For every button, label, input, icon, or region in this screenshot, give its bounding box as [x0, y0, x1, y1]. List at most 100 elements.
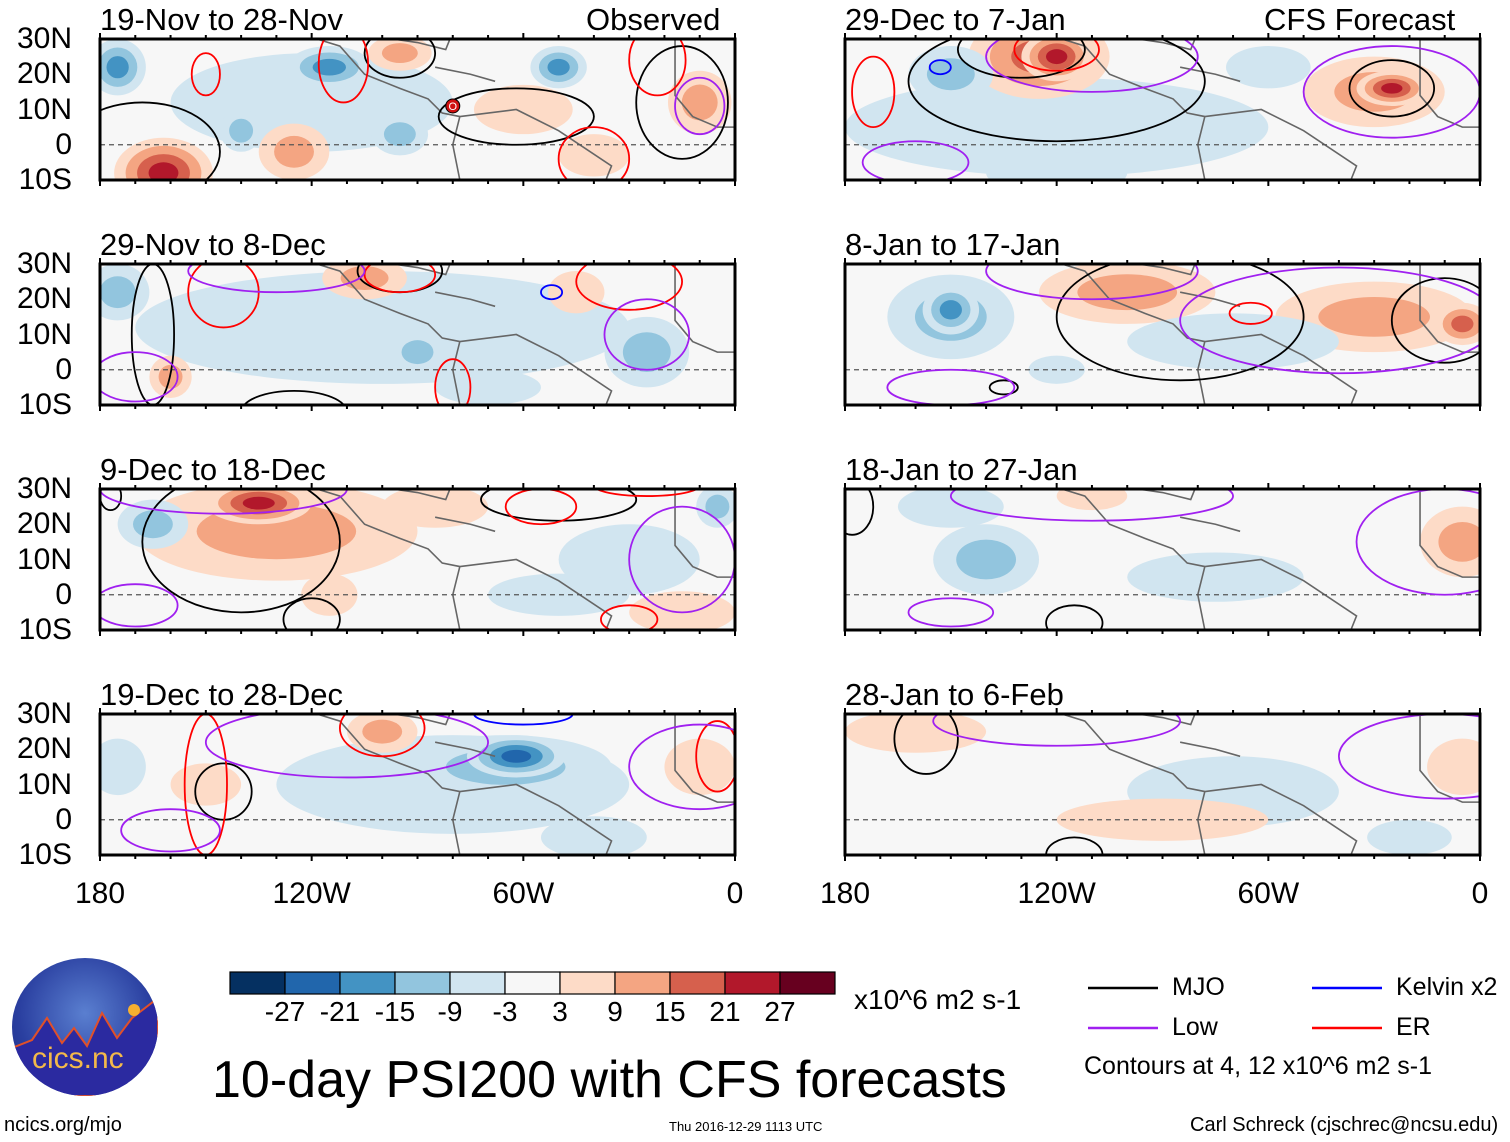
low-contour [674, 76, 726, 136]
colorbar-label: 27 [764, 996, 796, 1027]
anomaly-shading [170, 763, 242, 806]
anomaly-shading [473, 84, 573, 135]
mjo-contour [907, 39, 1206, 143]
lat-label: 30N [16, 247, 72, 280]
legend-label: ER [1396, 1013, 1431, 1041]
er-contour [695, 720, 735, 793]
anomaly-shading [1427, 738, 1480, 796]
anomaly-shading [1367, 819, 1452, 855]
anomaly-shading [986, 151, 1128, 180]
storm-label: O [448, 101, 457, 113]
lat-label: 0 [55, 127, 72, 161]
low-contour [120, 808, 221, 853]
low-contour [932, 714, 1182, 747]
map-panel [845, 264, 1480, 405]
anomaly-shading [1046, 49, 1068, 65]
map-panel [100, 489, 735, 630]
anomaly-shading [229, 118, 254, 143]
anomaly-shading [488, 573, 630, 616]
er-contour [851, 55, 896, 129]
lon-label: 180 [74, 877, 126, 910]
colorbar-swatch [724, 971, 781, 995]
lat-label: 0 [55, 577, 72, 611]
low-contour [204, 714, 489, 779]
colorbar-swatch [559, 971, 616, 995]
mjo-contour [1348, 59, 1436, 118]
anomaly-shading [548, 271, 605, 314]
lat-label: 10N [16, 542, 72, 576]
mjo-contour [957, 39, 1086, 79]
er-contour [575, 264, 683, 311]
coastline [314, 264, 735, 405]
mjo-contour [100, 101, 221, 180]
anomaly-shading [939, 300, 962, 320]
map-panel [845, 489, 1480, 630]
site-link[interactable]: ncics.org/mjo [4, 1114, 122, 1136]
mjo-contour [845, 489, 875, 536]
anomaly-shading [1056, 489, 1128, 511]
low-contour [886, 368, 1016, 405]
anomaly-shading [1226, 46, 1311, 89]
anomaly-shading [681, 84, 718, 121]
er-contour [339, 714, 426, 758]
er-contour [595, 489, 699, 497]
colorbar-swatch [284, 971, 341, 995]
colorbar-swatch [394, 971, 451, 995]
lat-label: 10S [18, 838, 72, 871]
coastline [1059, 714, 1480, 855]
low-contour [100, 351, 179, 403]
panel-title: 29-Nov to 8-Dec [100, 227, 326, 262]
er-contour [628, 39, 687, 97]
lat-label: 10N [16, 92, 72, 126]
panel-title: 9-Dec to 18-Dec [100, 452, 326, 487]
colorbar-label: -27 [264, 996, 306, 1027]
anomaly-shading [100, 276, 136, 309]
coastline [314, 714, 735, 855]
map-panel [100, 714, 735, 855]
er-contour [600, 604, 659, 630]
panel-title: 29-Dec to 7-Jan [845, 2, 1066, 37]
colorbar-swatch [779, 971, 836, 995]
low-contour [100, 583, 179, 628]
colorbar-units: x10^6 m2 s-1 [854, 984, 1022, 1015]
colorbar-label: -15 [374, 996, 416, 1027]
mjo-contour [141, 489, 341, 614]
legend-label: MJO [1172, 973, 1225, 1001]
er-contour [434, 358, 472, 405]
anomaly-shading [312, 58, 346, 76]
low-contour [628, 723, 735, 811]
map-panel [100, 264, 735, 405]
kelvin-contour [540, 284, 564, 301]
colorbar-label: 21 [709, 996, 741, 1027]
low-contour [949, 489, 1234, 522]
low-contour [187, 264, 366, 294]
anomaly-shading [148, 162, 179, 180]
anomaly-shading [1077, 274, 1178, 311]
anomaly-shading [242, 496, 275, 510]
mjo-contour [1055, 264, 1305, 382]
mjo-contour [1390, 277, 1480, 364]
anomaly-shading [547, 58, 570, 76]
map-panel [845, 39, 1480, 180]
lat-label: 0 [55, 352, 72, 386]
colorbar-label: 9 [607, 996, 623, 1027]
coastline [1059, 489, 1480, 630]
anomaly-shading [1438, 521, 1480, 562]
mjo-contour [893, 714, 959, 775]
forecast-label: CFS Forecast [1264, 2, 1456, 37]
lat-label: 20N [16, 282, 72, 316]
anomaly-shading [1318, 296, 1430, 337]
lat-label: 10S [18, 613, 72, 646]
coastline [314, 39, 735, 180]
lon-label: 0 [726, 877, 744, 910]
anomaly-shading [540, 816, 647, 855]
author-credit: Carl Schreck (cjschrec@ncsu.edu) [1190, 1114, 1499, 1136]
lat-label: 0 [55, 802, 72, 836]
timestamp: Thu 2016-12-29 1113 UTC [669, 1119, 823, 1134]
colorbar-label: -21 [319, 996, 361, 1027]
mjo-contour [242, 390, 346, 405]
lat-label: 30N [16, 22, 72, 55]
